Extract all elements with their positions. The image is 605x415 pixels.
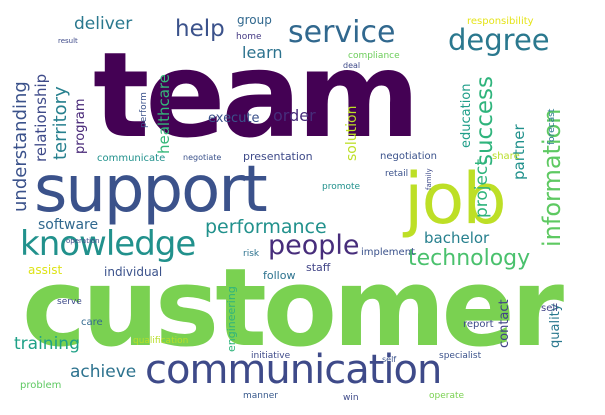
word-bachelor: bachelor	[424, 229, 490, 247]
word-healthcare: healthcare	[155, 74, 173, 154]
word-technology: technology	[408, 246, 531, 271]
word-negotiation: negotiation	[380, 151, 437, 162]
word-implement: implement	[361, 247, 415, 258]
word-self: self	[382, 355, 397, 364]
word-understanding: understanding	[10, 81, 31, 212]
word-program: program	[73, 98, 88, 155]
word-project: project	[472, 158, 492, 218]
word-individual: individual	[104, 265, 163, 279]
word-customer: customer	[22, 246, 564, 371]
word-family: family	[425, 168, 433, 190]
word-home: home	[236, 32, 262, 42]
word-group: group	[237, 13, 272, 27]
word-operation: operation	[66, 237, 100, 245]
word-qualification: qualification	[133, 336, 189, 346]
word-execute: execute	[208, 111, 260, 126]
word-deliver: deliver	[74, 14, 133, 34]
word-contact: contact	[497, 299, 512, 348]
word-achieve: achieve	[70, 362, 137, 382]
word-forecast: forecast	[547, 108, 557, 145]
word-operate: operate	[429, 391, 465, 401]
word-knowledge: knowledge	[20, 224, 196, 264]
word-compliance: compliance	[348, 51, 400, 61]
word-specialist: specialist	[439, 351, 482, 361]
word-staff: staff	[306, 261, 331, 274]
word-serve: serve	[57, 297, 82, 307]
word-sell: sell	[541, 303, 558, 314]
word-communication: communication	[145, 347, 442, 393]
word-software: software	[38, 217, 99, 233]
word-win: win	[343, 393, 359, 403]
word-communicate: communicate	[97, 153, 166, 164]
word-result: result	[58, 37, 78, 45]
word-deal: deal	[343, 61, 361, 70]
word-training: training	[14, 334, 80, 354]
word-team: team	[93, 26, 420, 164]
word-negotiate: negotiate	[183, 153, 222, 162]
word-manner: manner	[243, 391, 278, 401]
word-retail: retail	[385, 169, 409, 179]
word-solution: solution	[344, 105, 360, 161]
word-job: job	[404, 158, 507, 240]
word-support: support	[34, 153, 268, 227]
word-territory: territory	[50, 86, 71, 160]
word-relationship: relationship	[32, 73, 50, 162]
word-education: education	[459, 83, 474, 148]
word-presentation: presentation	[243, 150, 313, 163]
word-degree: degree	[448, 23, 550, 57]
word-problem: problem	[20, 380, 62, 391]
word-promote: promote	[322, 182, 361, 192]
word-engineering: engineering	[225, 286, 238, 352]
word-initiative: initiative	[251, 351, 291, 361]
word-service: service	[288, 15, 396, 50]
word-learn: learn	[242, 43, 283, 62]
word-people: people	[268, 230, 360, 261]
word-risk: risk	[243, 249, 260, 259]
word-report: report	[463, 319, 494, 330]
word-performance: performance	[205, 216, 327, 238]
word-assist: assist	[28, 263, 63, 277]
word-order: order	[273, 106, 316, 125]
word-care: care	[81, 317, 103, 328]
word-perform: perform	[139, 92, 149, 128]
word-responsibility: responsibility	[467, 16, 534, 27]
word-follow: follow	[263, 269, 296, 282]
word-share: share	[492, 151, 520, 162]
word-help: help	[175, 16, 225, 42]
